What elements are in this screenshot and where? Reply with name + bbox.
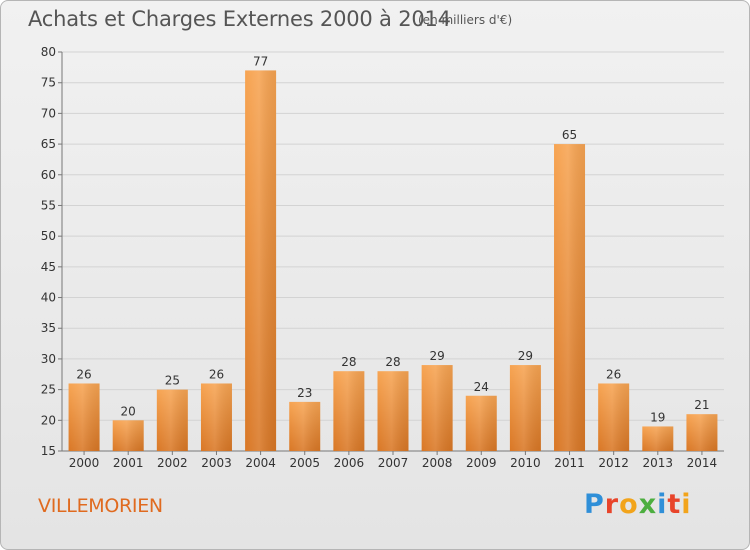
tick-labels: 15 20 25 30 35 40 45 50 55 60 65 70 75 80 2000 2001 2002… [41, 45, 717, 470]
x-tick-label-2002: 2002 [157, 456, 188, 470]
value-label-2008: 29 [429, 349, 444, 363]
y-tick-label: 65 [41, 137, 56, 151]
y-tick-label: 60 [41, 168, 56, 182]
x-tick-label-2010: 2010 [510, 456, 541, 470]
logo-letter: P [584, 489, 605, 520]
x-tick-label-2000: 2000 [69, 456, 100, 470]
y-tick-label: 80 [41, 45, 56, 59]
bar-shine-2009 [465, 395, 497, 451]
bar-shine-2013 [642, 426, 674, 451]
x-tick-label-2008: 2008 [422, 456, 453, 470]
value-label-2000: 26 [76, 367, 91, 381]
bar-shine-2002 [156, 389, 188, 451]
bar-shine-2014 [686, 414, 718, 451]
commune-name: VILLEMORIEN [38, 495, 163, 517]
bar-shine-2006 [333, 371, 365, 451]
value-label-2006: 28 [341, 355, 356, 369]
x-tick-label-2005: 2005 [289, 456, 320, 470]
bar-shine-2011 [554, 144, 586, 452]
value-label-2014: 21 [694, 398, 709, 412]
bar-shine-2007 [377, 371, 409, 451]
logo-letter: t [667, 489, 682, 520]
chart-unit: (en milliers d'€) [418, 13, 513, 27]
y-tick-label: 75 [41, 76, 56, 90]
y-tick-label: 25 [41, 383, 56, 397]
bar-shine-2004 [245, 70, 277, 452]
logo-letter: i [681, 489, 692, 520]
chart-title: Achats et Charges Externes 2000 à 2014 [28, 7, 451, 31]
x-tick-label-2004: 2004 [245, 456, 276, 470]
y-tick-label: 45 [41, 260, 56, 274]
logo-letter: o [619, 489, 639, 520]
value-label-2005: 23 [297, 386, 312, 400]
logo-letter: x [638, 489, 658, 520]
value-label-2009: 24 [474, 380, 489, 394]
value-label-2004: 77 [253, 54, 268, 68]
y-tick-label: 55 [41, 198, 56, 212]
x-tick-label-2007: 2007 [378, 456, 409, 470]
logo-letter: i [657, 489, 668, 520]
x-tick-label-2014: 2014 [687, 456, 718, 470]
y-tick-label: 50 [41, 229, 56, 243]
bars [68, 70, 718, 452]
x-tick-label-2003: 2003 [201, 456, 232, 470]
y-tick-label: 35 [41, 321, 56, 335]
bar-shine-2010 [509, 365, 541, 451]
value-label-2007: 28 [385, 355, 400, 369]
x-tick-label-2001: 2001 [113, 456, 144, 470]
x-tick-label-2013: 2013 [643, 456, 674, 470]
bar-shine-2000 [68, 383, 100, 451]
x-tick-label-2012: 2012 [598, 456, 629, 470]
y-tick-label: 15 [41, 444, 56, 458]
y-tick-label: 40 [41, 291, 56, 305]
value-label-2011: 65 [562, 128, 577, 142]
value-labels: 26 20 25 26 77 23 28 28 29 24 29 65 26 19 21 [76, 54, 709, 424]
value-label-2010: 29 [518, 349, 533, 363]
bar-shine-2003 [200, 383, 232, 451]
bar-shine-2001 [112, 420, 144, 451]
y-tick-label: 70 [41, 106, 56, 120]
proxiti-logo: Proxiti [584, 489, 692, 520]
y-tick-label: 30 [41, 352, 56, 366]
logo-letter: r [604, 489, 620, 520]
x-tick-label-2009: 2009 [466, 456, 497, 470]
x-tick-label-2006: 2006 [334, 456, 365, 470]
value-label-2002: 25 [165, 374, 180, 388]
value-label-2013: 19 [650, 410, 665, 424]
bar-shine-2008 [421, 365, 453, 451]
value-label-2012: 26 [606, 367, 621, 381]
bar-shine-2012 [598, 383, 630, 451]
value-label-2003: 26 [209, 367, 224, 381]
y-tick-label: 20 [41, 413, 56, 427]
x-tick-label-2011: 2011 [554, 456, 585, 470]
value-label-2001: 20 [121, 404, 136, 418]
bar-shine-2005 [289, 401, 321, 451]
